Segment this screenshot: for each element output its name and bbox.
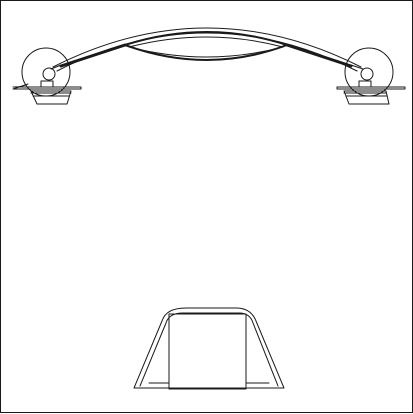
- right-lamp-dome: [336, 47, 406, 105]
- base-stand: [133, 307, 285, 390]
- arched-double-arm: [52, 27, 362, 72]
- left-lamp-dome: [12, 47, 82, 105]
